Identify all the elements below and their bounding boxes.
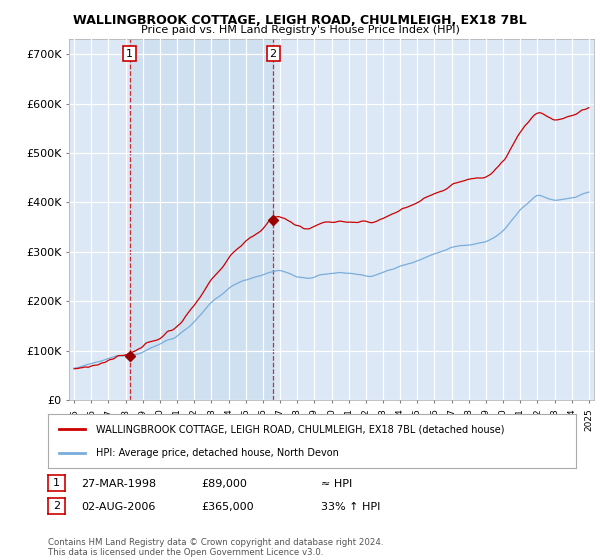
Text: 1: 1 — [53, 478, 60, 488]
Text: 02-AUG-2006: 02-AUG-2006 — [81, 502, 155, 512]
Text: 2: 2 — [269, 49, 277, 59]
Text: WALLINGBROOK COTTAGE, LEIGH ROAD, CHULMLEIGH, EX18 7BL (detached house): WALLINGBROOK COTTAGE, LEIGH ROAD, CHULML… — [95, 424, 504, 435]
Text: Price paid vs. HM Land Registry's House Price Index (HPI): Price paid vs. HM Land Registry's House … — [140, 25, 460, 35]
Text: 2: 2 — [53, 501, 60, 511]
Text: Contains HM Land Registry data © Crown copyright and database right 2024.
This d: Contains HM Land Registry data © Crown c… — [48, 538, 383, 557]
Text: 33% ↑ HPI: 33% ↑ HPI — [321, 502, 380, 512]
Text: £89,000: £89,000 — [201, 479, 247, 489]
Text: HPI: Average price, detached house, North Devon: HPI: Average price, detached house, Nort… — [95, 447, 338, 458]
Text: ≈ HPI: ≈ HPI — [321, 479, 352, 489]
Text: 27-MAR-1998: 27-MAR-1998 — [81, 479, 156, 489]
Text: 1: 1 — [126, 49, 133, 59]
Text: WALLINGBROOK COTTAGE, LEIGH ROAD, CHULMLEIGH, EX18 7BL: WALLINGBROOK COTTAGE, LEIGH ROAD, CHULML… — [73, 14, 527, 27]
Text: £365,000: £365,000 — [201, 502, 254, 512]
Bar — [130, 39, 273, 400]
